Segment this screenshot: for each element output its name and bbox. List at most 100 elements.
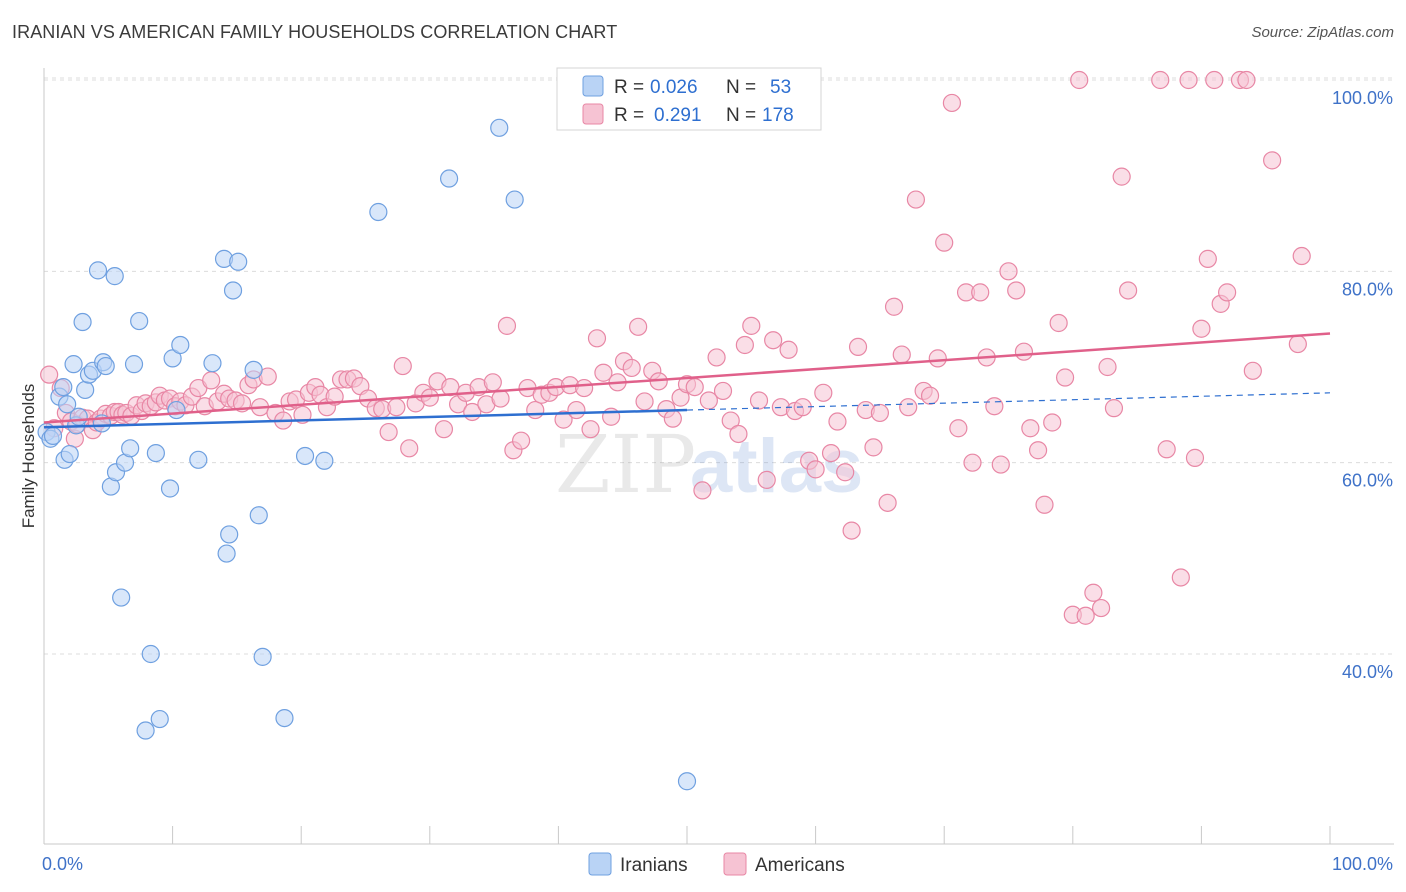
americans-point-155 — [1049, 313, 1068, 333]
americans-point-125 — [836, 463, 855, 482]
legend-n-label-americans: N = — [726, 105, 756, 126]
iranians-point-30 — [150, 709, 169, 729]
americans-point-134 — [899, 398, 918, 417]
americans-point-117 — [779, 340, 798, 359]
iranians-point-29 — [146, 444, 165, 463]
chart-title: IRANIAN VS AMERICAN FAMILY HOUSEHOLDS CO… — [12, 22, 618, 42]
americans-point-130 — [870, 403, 890, 423]
americans-point-149 — [1007, 281, 1026, 300]
iranians-point-20 — [105, 267, 124, 286]
source-label: Source: ZipAtlas.com — [1251, 24, 1394, 41]
americans-point-154 — [1043, 413, 1062, 432]
americans-point-115 — [764, 331, 783, 350]
legend-r-value-americans: 0.291 — [654, 105, 702, 126]
americans-point-104 — [685, 377, 704, 397]
iranians-point-41 — [229, 252, 248, 271]
americans-point-131 — [878, 493, 897, 512]
americans-point-112 — [742, 316, 761, 335]
iranians-point-36 — [203, 354, 222, 373]
americans-point-165 — [1118, 281, 1138, 300]
bottom-legend-swatch-americans — [723, 852, 747, 876]
iranians-point-45 — [275, 708, 294, 728]
americans-point-107 — [707, 348, 726, 367]
americans-point-132 — [884, 297, 904, 316]
americans-point-143 — [963, 453, 982, 472]
legend-n-value-americans: 178 — [762, 105, 794, 126]
americans-point-170 — [1185, 448, 1205, 467]
americans-point-161 — [1091, 598, 1111, 618]
americans-point-111 — [735, 335, 754, 355]
iranians-point-42 — [244, 360, 263, 379]
trend-lines — [43, 332, 1331, 429]
iranians-point-31 — [160, 479, 180, 498]
americans-point-146 — [985, 397, 1004, 416]
iranians-point-46 — [295, 446, 315, 466]
americans-point-135 — [906, 190, 926, 209]
americans-point-62 — [393, 356, 412, 376]
americans-point-113 — [749, 391, 769, 410]
legend-swatch-americans — [582, 103, 604, 125]
americans-point-105 — [693, 481, 712, 500]
americans-point-129 — [864, 438, 883, 457]
americans-point-63 — [400, 439, 419, 458]
iranians-point-33 — [167, 400, 186, 420]
iranians-point-28 — [141, 644, 160, 664]
americans-point-96 — [629, 317, 648, 336]
americans-point-169 — [1179, 70, 1198, 90]
iranians-point-15 — [88, 261, 108, 280]
americans-point-89 — [581, 420, 600, 439]
iranians-point-26 — [130, 311, 149, 331]
iranians-point-48 — [369, 202, 388, 222]
iranians-point-39 — [220, 525, 239, 544]
iranians-point-11 — [73, 312, 92, 332]
americans-point-79 — [512, 431, 531, 450]
americans-point-144 — [971, 283, 990, 302]
legend-r-label-americans: R = — [614, 105, 644, 126]
americans-point-152 — [1028, 441, 1048, 460]
americans-point-85 — [554, 410, 573, 429]
americans-point-167 — [1157, 440, 1176, 459]
americans-point-33 — [202, 371, 221, 390]
americans-point-133 — [892, 345, 911, 364]
iranians-point-10 — [69, 407, 88, 426]
iranians-point-49 — [439, 169, 459, 188]
americans-point-88 — [575, 378, 594, 398]
iranians-point-40 — [223, 281, 243, 300]
americans-point-156 — [1055, 368, 1075, 387]
y-tick-label-60: 60.0% — [1342, 471, 1393, 491]
y-tick-label-40: 40.0% — [1342, 662, 1393, 682]
iranians-point-27 — [136, 721, 155, 740]
legend-swatch-iranians — [582, 75, 604, 97]
iranians-point-47 — [315, 451, 334, 470]
x-tick-marks — [43, 826, 1331, 844]
iranians-point-18 — [96, 356, 115, 376]
americans-point-60 — [379, 422, 398, 442]
iranians-point-8 — [64, 355, 83, 374]
y-tick-labels: 40.0% 60.0% 80.0% 100.0% — [1332, 88, 1393, 682]
americans-point-77 — [497, 316, 517, 335]
americans-point-163 — [1104, 399, 1124, 418]
americans-point-127 — [848, 337, 868, 357]
iranians-point-6 — [58, 395, 77, 414]
americans-point-180 — [1288, 334, 1307, 354]
americans-point-66 — [420, 388, 439, 407]
americans-point-91 — [594, 363, 613, 382]
iranians-point-34 — [171, 335, 190, 355]
americans-point-158 — [1070, 70, 1089, 90]
americans-point-140 — [942, 93, 962, 113]
americans-point-171 — [1192, 319, 1211, 338]
bottom-legend-swatch-iranians — [588, 852, 612, 876]
americans-point-147 — [991, 455, 1010, 474]
americans-point-101 — [663, 409, 682, 428]
legend-r-label-iranians: R = — [614, 77, 644, 98]
americans-point-87 — [567, 400, 586, 420]
americans-point-108 — [713, 381, 733, 401]
americans-point-123 — [821, 444, 841, 463]
americans-point-172 — [1198, 249, 1217, 268]
americans-point-151 — [1021, 419, 1040, 438]
y-tick-label-100: 100.0% — [1332, 88, 1393, 108]
iranians-point-4 — [54, 377, 73, 397]
iranians-point-22 — [112, 588, 131, 607]
iranians-point-51 — [505, 190, 524, 209]
